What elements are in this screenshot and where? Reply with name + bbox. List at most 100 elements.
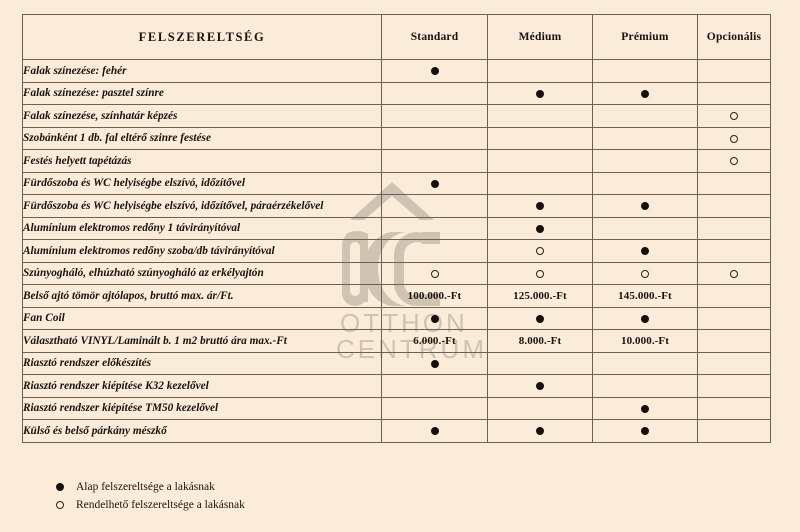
cell-standard-empty [381,239,488,263]
cell-standard-empty [381,126,488,150]
table-row: Fürdőszoba és WC helyiségbe elszívó, idő… [22,194,771,218]
feature-label: Fürdőszoba és WC helyiségbe elszívó, idő… [22,171,382,195]
feature-label: Riasztó rendszer kiépítése TM50 kezelőve… [22,396,382,420]
feature-label: Falak színezése: fehér [22,59,382,83]
cell-medium-empty [487,351,593,375]
cell-optional-mark [697,126,771,150]
column-header-optional: Opcionális [697,14,771,60]
included-dot-icon [430,359,439,368]
table-row: Alumínium elektromos redőny szoba/db táv… [22,239,771,263]
table-row: Szúnyogháló, elhúzható szúnyogháló az er… [22,261,771,285]
cell-medium-mark [487,306,593,330]
cell-medium-mark [487,419,593,443]
cell-standard-empty [381,396,488,420]
cell-premium-empty [592,216,698,240]
cell-medium-empty [487,59,593,83]
included-dot-icon [641,247,649,256]
included-dot-icon [430,314,439,323]
cell-standard-empty [381,374,488,398]
feature-label: Fan Coil [22,306,382,330]
cell-premium-mark [592,194,698,218]
cell-medium-price: 125.000.-Ft [487,284,593,308]
cell-medium-empty [487,149,593,173]
cell-optional-empty [697,171,771,195]
cell-optional-empty [697,284,771,308]
cell-optional-empty [697,351,771,375]
legend-item: Rendelhető felszereltsége a lakásnak [50,497,245,513]
cell-standard-empty [381,81,488,105]
legend: Alap felszereltsége a lakásnak Rendelhető… [50,479,245,515]
table-row: Riasztó rendszer kiépítése TM50 kezelőve… [22,396,771,420]
feature-label: Riasztó rendszer kiépítése K32 kezelővel [22,374,382,398]
cell-medium-mark [487,194,593,218]
cell-medium-mark [487,261,593,285]
included-dot-icon [536,202,544,211]
table-row: Fürdőszoba és WC helyiségbe elszívó, idő… [22,171,771,195]
cell-standard-mark [381,351,488,375]
cell-premium-empty [592,351,698,375]
cell-standard-price: 6.000.-Ft [381,329,488,353]
included-dot-icon [536,382,544,391]
cell-medium-mark [487,374,593,398]
legend-label: Rendelhető felszereltsége a lakásnak [76,499,245,511]
feature-label: Falak színezése: pasztel színre [22,81,382,105]
table-row: Külső és belső párkány mészkő [22,419,771,443]
optional-circle-icon [430,269,439,278]
included-dot-icon [536,427,544,436]
cell-medium-mark [487,81,593,105]
included-dot-icon [430,427,439,436]
cell-optional-empty [697,374,771,398]
feature-label: Választható VINYL/Laminált b. 1 m2 brutt… [22,329,382,353]
cell-premium-empty [592,104,698,128]
table-row: Falak színezése: fehér [22,59,771,83]
cell-optional-empty [697,396,771,420]
feature-label: Alumínium elektromos redőny szoba/db táv… [22,239,382,263]
cell-medium-price: 8.000.-Ft [487,329,593,353]
optional-circle-icon [641,269,649,278]
table-row: Szobánként 1 db. fal eltérő szinre festé… [22,126,771,150]
feature-label: Fürdőszoba és WC helyiségbe elszívó, idő… [22,194,382,218]
cell-premium-empty [592,374,698,398]
table-row: Festés helyett tapétázás [22,149,771,173]
cell-premium-empty [592,59,698,83]
cell-optional-empty [697,329,771,353]
included-dot-icon [536,314,544,323]
cell-standard-empty [381,194,488,218]
table-row: Falak színezése, színhatár képzés [22,104,771,128]
cell-premium-mark [592,239,698,263]
included-dot-icon [641,202,649,211]
column-header-medium: Médium [487,14,593,60]
equipment-table: FELSZERELTSÉG Standard Médium Prémium Op… [22,14,771,443]
cell-medium-empty [487,126,593,150]
feature-label: Szúnyogháló, elhúzható szúnyogháló az er… [22,261,382,285]
included-dot-icon [536,89,544,98]
header-row: FELSZERELTSÉG Standard Médium Prémium Op… [22,14,771,60]
feature-label: Festés helyett tapétázás [22,149,382,173]
cell-premium-empty [592,149,698,173]
cell-premium-mark [592,81,698,105]
cell-premium-price: 145.000.-Ft [592,284,698,308]
legend-symbol [50,478,70,496]
optional-circle-icon [730,134,738,143]
cell-standard-mark [381,306,488,330]
feature-label: Külső és belső párkány mészkő [22,419,382,443]
cell-optional-empty [697,239,771,263]
table-row: Alumínium elektromos redőny 1 távirányít… [22,216,771,240]
column-header-feature: FELSZERELTSÉG [22,14,382,60]
cell-optional-empty [697,194,771,218]
feature-label: Belső ajtó tömör ajtólapos, bruttó max. … [22,284,382,308]
legend-label: Alap felszereltsége a lakásnak [76,481,215,493]
cell-optional-empty [697,306,771,330]
optional-circle-icon [536,247,544,256]
table-body: Falak színezése: fehér Falak színezése: … [22,59,771,443]
table-row: Belső ajtó tömör ajtólapos, bruttó max. … [22,284,771,308]
optional-circle-icon [730,157,738,166]
legend-item: Alap felszereltsége a lakásnak [50,479,245,495]
optional-circle-icon [56,501,64,510]
cell-premium-mark [592,396,698,420]
cell-optional-mark [697,149,771,173]
optional-circle-icon [730,269,738,278]
table-row: Falak színezése: pasztel színre [22,81,771,105]
included-dot-icon [536,224,544,233]
